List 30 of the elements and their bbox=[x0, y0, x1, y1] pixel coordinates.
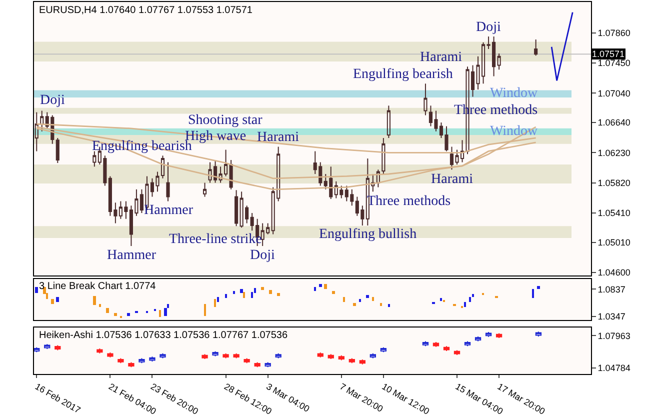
annotation: Doji bbox=[250, 248, 275, 263]
band-label: Window bbox=[490, 86, 539, 101]
annotation: Harami bbox=[257, 130, 300, 145]
annotation: Harami bbox=[431, 172, 474, 187]
annotation: Harami bbox=[420, 50, 462, 65]
annotation: Hammer bbox=[144, 203, 194, 218]
y-tick-label: 1.04600 bbox=[598, 268, 630, 278]
y-tick-label: 1.07450 bbox=[598, 58, 630, 68]
y-tick-label: 1.04784 bbox=[598, 363, 630, 374]
y-tick-label: 1.07040 bbox=[598, 88, 630, 98]
x-tick-label: 16 Feb 2017 bbox=[33, 381, 82, 416]
annotation: Doji bbox=[476, 20, 501, 35]
y-tick-label: 1.05010 bbox=[598, 238, 630, 248]
annotation: Engulfing bearish bbox=[353, 67, 453, 82]
annotation: Hammer bbox=[107, 248, 156, 263]
y-tick-label: 1.05820 bbox=[598, 178, 630, 188]
y-tick-label: 1.06640 bbox=[598, 118, 630, 128]
y-tick-label: 1.0837 bbox=[598, 284, 626, 294]
y-tick-label: 1.05410 bbox=[598, 208, 630, 218]
chart-title: EURUSD,H4 1.07640 1.07767 1.07553 1.07571 bbox=[39, 5, 253, 16]
annotation: Doji bbox=[40, 93, 65, 108]
annotation: Shooting star bbox=[188, 113, 263, 128]
y-tick-label: 1.0347 bbox=[598, 312, 626, 322]
y-tick-label: 1.07963 bbox=[598, 330, 630, 341]
chart-title: 3 Line Break Chart 1.0774 bbox=[39, 281, 156, 292]
ref-line-label: 1.07571 bbox=[592, 49, 625, 59]
y-tick-label: 1.07860 bbox=[598, 28, 630, 38]
chart-title: Heiken-Ashi 1.07536 1.07633 1.07536 1.07767 1.07536 bbox=[39, 330, 288, 341]
y-tick-label: 1.06230 bbox=[598, 148, 630, 158]
annotation: Engulfing bullish bbox=[319, 227, 417, 242]
